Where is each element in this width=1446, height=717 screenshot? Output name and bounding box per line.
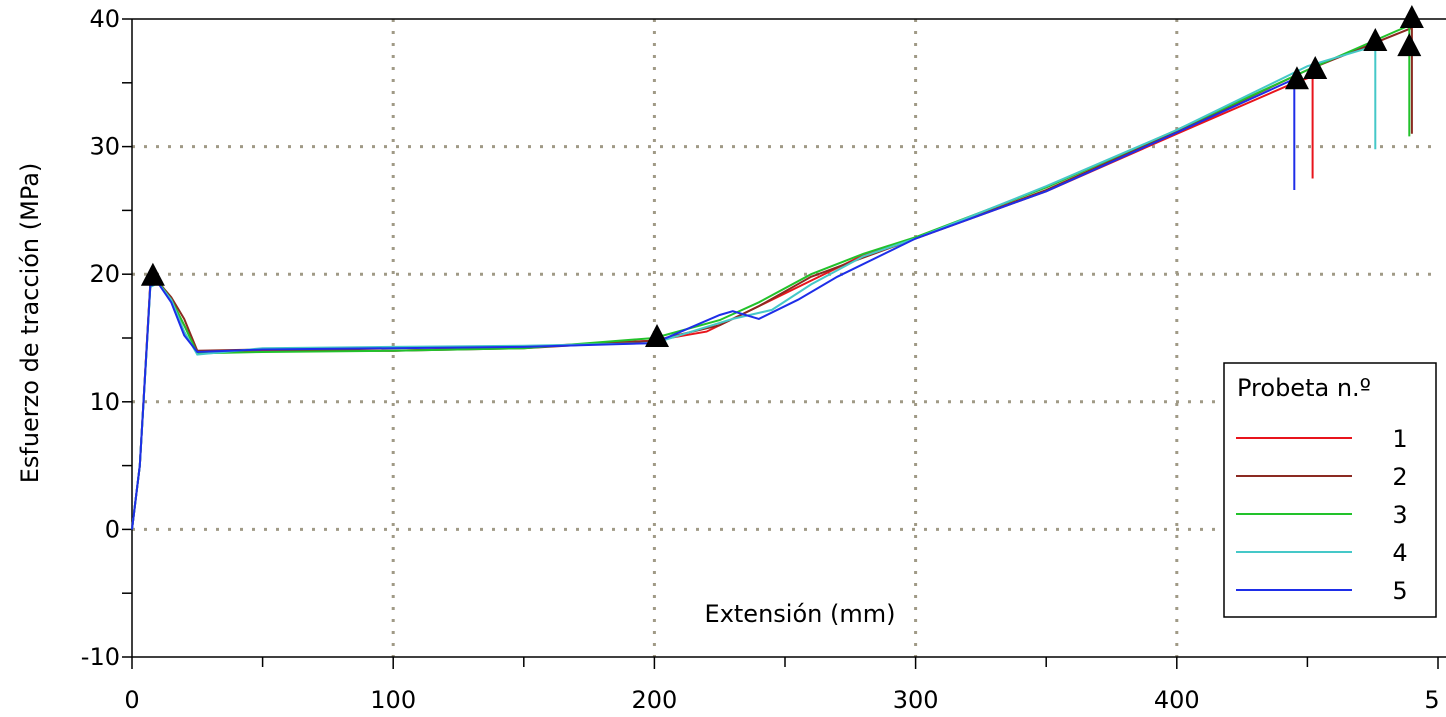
y-tick-label: 30 [89,133,120,161]
x-tick-label: 100 [370,686,416,714]
legend-title: Probeta n.º [1237,374,1371,402]
y-tick-label: 10 [89,388,120,416]
x-tick-label: 5 [1424,686,1439,714]
series-line-3 [132,25,1409,529]
legend-label-3: 3 [1392,501,1407,529]
legend-label-2: 2 [1392,463,1407,491]
legend-label-5: 5 [1392,577,1407,605]
x-axis-title: Extensión (mm) [705,600,896,628]
legend: Probeta n.º 1 2 3 4 5 [1224,363,1436,617]
y-axis-title: Esfuerzo de tracción (MPa) [16,163,44,484]
y-tick-label: 0 [105,515,120,543]
y-axis-ticks: -10 0 10 20 30 40 [81,5,132,671]
y-tick-label: 20 [89,260,120,288]
break-marker [1400,5,1424,28]
x-tick-label: 300 [893,686,939,714]
x-tick-label: 400 [1154,686,1200,714]
series-line-5 [132,79,1294,529]
x-tick-label: 0 [124,686,139,714]
x-tick-label: 200 [631,686,677,714]
series-lines [132,25,1412,529]
x-axis-ticks: 0 100 200 300 400 5 [124,657,1439,714]
y-tick-label: -10 [81,643,120,671]
legend-label-1: 1 [1392,425,1407,453]
series-line-4 [132,46,1375,530]
legend-label-4: 4 [1392,539,1407,567]
break-marker [1397,33,1421,56]
series-line-2 [132,28,1412,530]
y-tick-label: 40 [89,5,120,33]
series-line-1 [132,76,1313,529]
